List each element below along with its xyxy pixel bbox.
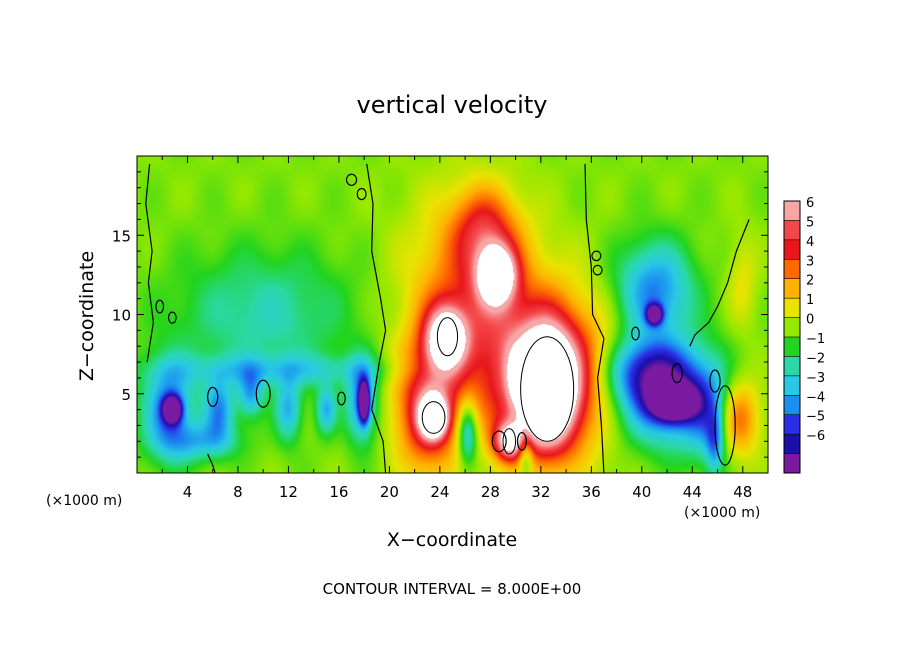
colorbar-label: 3 [806, 254, 814, 269]
colorbar-swatch [784, 201, 800, 221]
colorbar-label: 1 [806, 293, 814, 308]
zero-contour-line [584, 163, 605, 474]
x-tick-label: 8 [233, 483, 243, 501]
colorbar-swatch [784, 414, 800, 435]
contour-loop [709, 369, 721, 393]
colorbar-swatch [784, 356, 800, 376]
contour-loop [337, 391, 346, 406]
colorbar-label: 0 [806, 313, 814, 328]
y-tick-label: 15 [112, 227, 131, 245]
colorbar-swatch [784, 317, 800, 337]
colorbar-swatch [784, 239, 800, 260]
x-axis-ticks: 4 8 12 16 20 24 28 32 36 40 44 48 [161, 156, 752, 501]
x-tick-label: 12 [279, 483, 298, 501]
colorbar-label: 6 [806, 196, 814, 211]
x-axis-label: X−coordinate [387, 529, 517, 551]
contour-lines [145, 163, 750, 474]
zero-contour-line [145, 163, 155, 363]
x-tick-label: 4 [183, 483, 193, 501]
colorbar-swatch [784, 337, 800, 357]
colorbar-swatch [784, 375, 800, 396]
zero-contour-line [207, 453, 216, 474]
contour-loop [491, 430, 507, 453]
contour-loop [592, 264, 603, 276]
x-tick-label: 20 [380, 483, 399, 501]
x-unit-right-label: (×1000 m) [684, 505, 760, 521]
x-tick-label: 44 [683, 483, 702, 501]
colorbar-swatch [784, 259, 800, 279]
colorbar-label: −1 [806, 332, 825, 347]
x-tick-label: 40 [632, 483, 651, 501]
zero-contour-line [366, 163, 387, 474]
chart-title: vertical velocity [357, 91, 548, 119]
high-contour-loop [520, 336, 575, 442]
x-tick-label: 24 [430, 483, 449, 501]
x-tick-label: 28 [481, 483, 500, 501]
colorbar-swatch [784, 298, 800, 318]
contour-loop [255, 379, 271, 408]
x-tick-label: 32 [531, 483, 550, 501]
high-contour-loop [436, 317, 459, 357]
colorbar-label: 5 [806, 215, 814, 230]
contour-loop [345, 173, 358, 186]
contour-loop [671, 363, 683, 384]
colorbar-label: 4 [806, 235, 814, 250]
contour-loop [356, 187, 367, 201]
colorbar-label: 2 [806, 274, 814, 289]
x-tick-label: 48 [733, 483, 752, 501]
x-tick-label: 36 [582, 483, 601, 501]
colorbar-swatch [784, 395, 800, 415]
colorbar-swatch [784, 278, 800, 299]
contour-loop [714, 385, 736, 466]
contour-loop [155, 299, 165, 314]
colorbar-label: −6 [806, 429, 825, 444]
velocity-field-heatmap [137, 156, 768, 473]
contour-loop [207, 386, 219, 408]
colorbar-swatch [784, 434, 800, 454]
colorbar-label: −4 [806, 390, 825, 405]
y-axis-ticks: 5 10 15 [112, 171, 768, 458]
colorbar-swatch [784, 453, 800, 473]
plot-area [136, 155, 769, 474]
colorbar-label: −2 [806, 351, 825, 366]
contour-loop [591, 250, 602, 262]
high-contour-loop [421, 401, 446, 434]
x-tick-label: 16 [329, 483, 348, 501]
y-axis-label: Z−coordinate [76, 251, 98, 381]
colorbar-label: −5 [806, 410, 825, 425]
colorbar-legend: 6 5 4 3 2 1 0 −1 −2 −3 −4 −5 −6 [783, 196, 825, 474]
y-tick-label: 10 [112, 307, 131, 325]
contour-loop [516, 431, 527, 451]
high-contour-loop [502, 428, 517, 455]
contour-interval-label: CONTOUR INTERVAL = 8.000E+00 [323, 580, 582, 598]
contour-loop [167, 311, 177, 324]
x-unit-left-label: (×1000 m) [46, 493, 122, 509]
colorbar-label: −3 [806, 371, 825, 386]
zero-contour-line [689, 219, 750, 347]
y-tick-label: 5 [121, 386, 131, 404]
colorbar-swatch [784, 220, 800, 240]
contour-loop [631, 326, 640, 341]
